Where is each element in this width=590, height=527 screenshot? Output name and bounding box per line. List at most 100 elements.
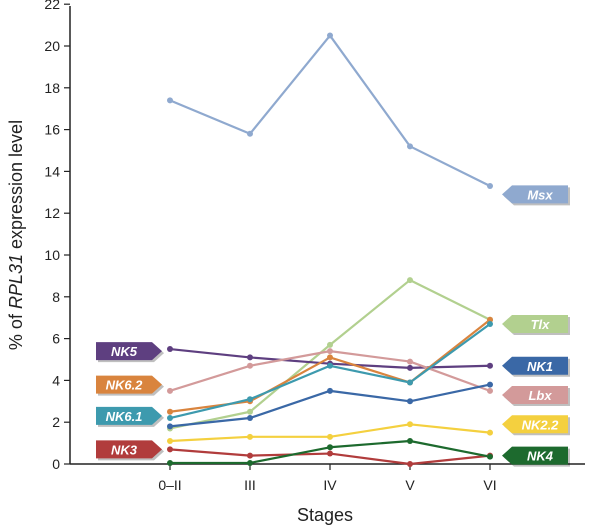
data-point-lbx — [487, 387, 493, 394]
data-point-nk2-2 — [247, 433, 253, 440]
data-point-nk1 — [327, 387, 333, 394]
data-point-nk6-1 — [407, 379, 413, 386]
callout-nk4: NK4 — [502, 446, 570, 467]
data-point-lbx — [327, 348, 333, 355]
data-point-nk1 — [487, 381, 493, 388]
data-point-msx — [487, 183, 493, 190]
y-tick-label: 22 — [44, 0, 60, 12]
callout-tag — [96, 440, 162, 459]
callout-lbx: Lbx — [502, 386, 570, 407]
data-point-msx — [247, 130, 253, 137]
y-axis-title-suffix: expression level — [6, 120, 26, 254]
data-point-nk3 — [247, 452, 253, 459]
callout-nk1: NK1 — [502, 356, 570, 377]
callout-nk3: NK3 — [96, 440, 164, 461]
y-axis-title: % of RPL31 expression level — [6, 120, 26, 350]
callout-label: NK6.1 — [106, 409, 143, 424]
callout-label: Tlx — [531, 317, 551, 332]
callout-nk5: NK5 — [96, 342, 164, 363]
callout-label: NK2.2 — [522, 417, 560, 432]
callout-tag — [502, 415, 568, 434]
data-point-nk6-2 — [327, 354, 333, 361]
data-point-nk3 — [167, 446, 173, 453]
callout-tag — [502, 185, 568, 204]
x-tick-label: III — [244, 477, 256, 493]
data-point-nk6-1 — [487, 320, 493, 327]
data-point-nk4 — [247, 459, 253, 466]
callout-nk2-2: NK2.2 — [502, 415, 570, 436]
data-point-lbx — [167, 387, 173, 394]
y-tick-label: 4 — [52, 372, 60, 388]
callout-tag — [96, 342, 162, 361]
data-point-nk1 — [407, 398, 413, 405]
callout-tag — [502, 386, 568, 405]
callout-tlx: Tlx — [502, 314, 570, 335]
data-point-nk4 — [407, 438, 413, 445]
data-point-nk6-1 — [167, 415, 173, 422]
data-point-nk2-2 — [407, 421, 413, 428]
series-line-msx — [169, 34, 491, 188]
data-point-lbx — [407, 358, 413, 365]
series-line-nk6-1 — [169, 323, 491, 420]
data-point-nk5 — [167, 346, 173, 353]
data-point-nk5 — [407, 364, 413, 371]
y-tick-label: 16 — [44, 122, 60, 138]
y-axis-title-prefix: % of — [6, 309, 26, 350]
callout-label: NK5 — [111, 344, 138, 359]
callout-msx: Msx — [502, 185, 570, 206]
x-ticks: 0–II III IV V VI — [158, 464, 497, 493]
data-point-tlx — [327, 341, 333, 348]
x-tick-label: VI — [483, 477, 496, 493]
callout-label: NK4 — [527, 449, 554, 464]
x-tick-label: 0–II — [158, 477, 181, 493]
data-point-nk2-2 — [167, 438, 173, 445]
data-point-nk1 — [167, 423, 173, 430]
callout-label: Msx — [527, 187, 553, 202]
series-callouts: Msx Tlx NK5 Lbx NK6.2 NK6.1 NK1 NK2.2 NK3 NK4 — [96, 185, 570, 467]
data-point-nk6-2 — [167, 408, 173, 415]
data-point-tlx — [407, 277, 413, 284]
y-tick-label: 10 — [44, 247, 60, 263]
axes — [69, 6, 585, 465]
callout-tag — [96, 375, 162, 394]
data-point-msx — [407, 143, 413, 150]
data-point-nk3 — [407, 461, 413, 467]
callout-label: NK1 — [527, 359, 553, 374]
y-tick-label: 8 — [52, 289, 60, 305]
y-tick-label: 0 — [52, 456, 60, 472]
data-point-nk4 — [487, 453, 493, 460]
data-point-nk4 — [167, 459, 173, 466]
data-point-nk2-2 — [327, 433, 333, 440]
data-point-tlx — [247, 408, 253, 415]
callout-tag — [502, 314, 568, 333]
y-tick-label: 18 — [44, 80, 60, 96]
data-point-nk6-2 — [487, 316, 493, 323]
y-ticks: 0 2 4 6 8 10 12 14 16 18 20 22 — [44, 0, 70, 472]
data-point-msx — [327, 32, 333, 39]
x-tick-label: IV — [323, 477, 337, 493]
y-axis-title-gene: RPL31 — [6, 254, 26, 309]
callout-tag — [502, 356, 568, 375]
data-point-lbx — [247, 362, 253, 369]
callout-nk6-2: NK6.2 — [96, 375, 164, 396]
series-points — [167, 32, 493, 467]
data-point-nk3 — [327, 450, 333, 457]
callout-nk6-1: NK6.1 — [96, 406, 164, 427]
callout-label: NK3 — [111, 442, 138, 457]
callout-tag — [502, 446, 568, 465]
y-tick-label: 2 — [52, 414, 60, 430]
data-point-nk6-1 — [327, 362, 333, 369]
data-point-nk1 — [247, 415, 253, 422]
x-axis-title: Stages — [297, 505, 353, 525]
y-tick-label: 6 — [52, 331, 60, 347]
data-point-nk6-1 — [247, 396, 253, 403]
data-point-nk2-2 — [487, 429, 493, 436]
series-lines — [169, 34, 491, 466]
callout-tag — [96, 406, 162, 425]
x-tick-label: V — [405, 477, 415, 493]
data-point-nk4 — [327, 444, 333, 451]
data-point-nk5 — [247, 354, 253, 361]
callout-label: Lbx — [528, 388, 552, 403]
data-point-nk5 — [487, 362, 493, 369]
